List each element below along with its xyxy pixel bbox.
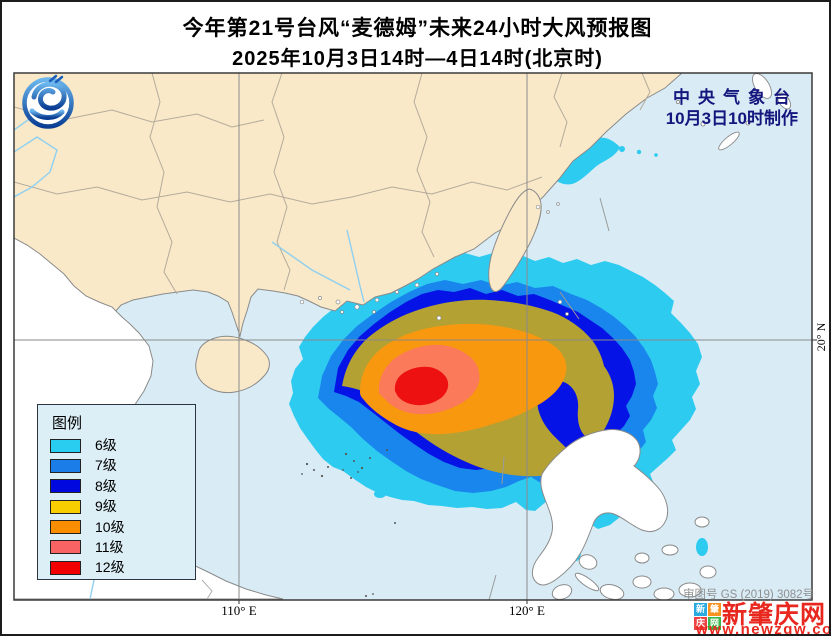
- watermark-tile: 肇: [708, 603, 721, 616]
- wind-level6-speck: [636, 149, 642, 155]
- legend-swatch-10: [50, 520, 81, 535]
- watermark-url: www.newzqw.com: [696, 621, 829, 636]
- legend-label: 7级: [95, 457, 117, 474]
- y-axis-label-20n: 20° N: [814, 322, 828, 352]
- province-borders: [14, 73, 651, 295]
- legend-row: 8级: [50, 477, 195, 494]
- land-hainan: [195, 335, 270, 394]
- x-axis-label-110e: 110° E: [221, 603, 257, 618]
- graticule: [14, 73, 812, 600]
- watermark-tile: 新: [694, 603, 707, 616]
- legend-swatch-6: [50, 438, 81, 453]
- legend-swatch-7: [50, 458, 81, 473]
- legend-swatch-12: [50, 560, 81, 575]
- legend-row: 11级: [50, 538, 195, 555]
- map-approval-number: 审图号 GS (2019) 3082号: [683, 589, 815, 601]
- paracel-islets: [301, 449, 396, 597]
- page-subtitle: 2025年10月3日14时—4日14时(北京时): [232, 48, 603, 70]
- legend: 图例 6级 7级 8级 9级 10级 11级 12级: [37, 404, 196, 580]
- legend-label: 6级: [95, 437, 117, 453]
- wind-level6-speck: [654, 153, 658, 157]
- map-border: [13, 72, 813, 601]
- site-watermark: 新 肇 庆 网 新肇庆网 www.newzqw.com: [692, 595, 829, 636]
- legend-row: 6级: [50, 438, 195, 453]
- cma-dragon-logo-icon: [22, 74, 74, 129]
- land-luzon: [531, 429, 669, 586]
- legend-row: 10级: [50, 518, 195, 535]
- watermark-tile: 庆: [694, 617, 707, 630]
- legend-row: 7级: [50, 458, 195, 473]
- legend-label: 12级: [95, 559, 125, 576]
- legend-swatch-9: [50, 499, 81, 514]
- legend-row: 9级: [50, 499, 195, 514]
- watermark-tile: 网: [708, 617, 721, 630]
- watermark-site-name: 新肇庆网: [722, 601, 827, 629]
- x-axis-label-120e: 120° E: [509, 603, 545, 618]
- coastal-islets: [299, 202, 569, 321]
- page-title: 今年第21号台风“麦德姆”未来24小时大风预报图: [182, 17, 653, 40]
- agency-credit: 中央气象台 10月3日10时制作: [666, 87, 798, 129]
- annotation-lines: [488, 197, 610, 600]
- wind-level12-area: [394, 366, 449, 406]
- wind-level6-pocket: [374, 490, 386, 498]
- legend-label: 9级: [95, 498, 117, 515]
- legend-label: 10级: [95, 518, 125, 535]
- land-taiwan: [488, 188, 542, 293]
- watermark-logo-icon: 新 肇 庆 网: [694, 603, 721, 630]
- ryukyu-islands: [675, 73, 792, 151]
- philippine-islands: [531, 429, 717, 600]
- agency-name: 中央气象台: [673, 88, 798, 107]
- legend-swatch-11: [50, 540, 81, 555]
- legend-swatch-8: [50, 479, 81, 494]
- legend-label: 11级: [95, 538, 124, 555]
- legend-label: 8级: [95, 477, 117, 494]
- legend-row: 12级: [50, 560, 195, 575]
- wind-level6-speck: [619, 146, 625, 152]
- indochina-border: [201, 579, 213, 600]
- agency-made-at: 10月3日10时制作: [665, 109, 798, 128]
- wind-level6-pocket: [696, 538, 708, 556]
- legend-title: 图例: [52, 415, 83, 432]
